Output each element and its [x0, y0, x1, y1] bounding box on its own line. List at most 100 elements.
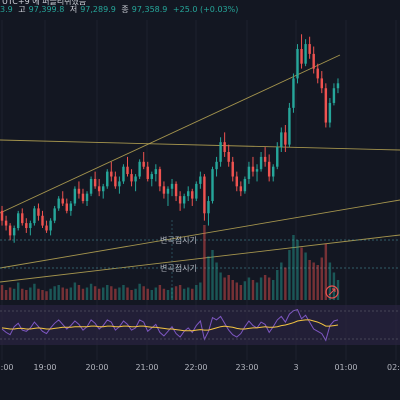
volume-bar: [203, 225, 206, 300]
candle: [235, 171, 238, 192]
volume-bar: [223, 277, 226, 300]
candle: [142, 151, 145, 170]
candle: [17, 210, 20, 231]
volume-bar: [284, 267, 287, 300]
volume-bar: [4, 290, 8, 300]
candle: [288, 102, 291, 148]
candle: [170, 178, 174, 197]
candle: [73, 186, 77, 206]
volume-bar: [154, 287, 158, 300]
candle: [203, 174, 206, 221]
candle: [130, 169, 133, 187]
candle: [4, 215, 8, 231]
volume-bar: [304, 252, 307, 300]
candle: [97, 178, 101, 197]
x-tick-label: 19:00: [33, 363, 56, 372]
volume-bar: [73, 282, 77, 300]
partial-open-value: 3.9: [0, 5, 13, 14]
volume-bar: [12, 288, 16, 300]
candle: [247, 161, 251, 184]
candle: [45, 220, 48, 233]
volume-bar: [316, 265, 319, 300]
volume-bar: [255, 282, 259, 300]
candle: [296, 44, 299, 84]
trendlines: [0, 54, 400, 283]
volume-bar: [243, 281, 247, 300]
alert-icon[interactable]: [325, 285, 339, 299]
candle: [187, 186, 190, 202]
candle: [263, 147, 267, 167]
volume-bar: [134, 288, 137, 300]
candle: [102, 183, 105, 199]
volume-bar: [251, 280, 255, 300]
candle: [106, 169, 109, 189]
rsi-ma-line: [1, 319, 339, 332]
volume-bars: [0, 225, 340, 300]
volume-bar: [0, 285, 4, 300]
trendline-2: [0, 199, 400, 269]
candle: [114, 171, 117, 189]
candle: [37, 203, 40, 221]
candle: [243, 176, 247, 194]
rsi-band: [0, 305, 400, 345]
volume-bar: [199, 282, 202, 300]
candle: [211, 166, 214, 204]
close-value: 97,358.9: [131, 5, 168, 14]
candle: [122, 164, 125, 184]
candle: [312, 46, 315, 74]
candle: [81, 188, 85, 204]
volume-bar: [142, 286, 145, 300]
volume-bar: [272, 280, 275, 300]
volume-bar: [41, 290, 44, 300]
candle: [259, 151, 263, 172]
candle: [41, 210, 44, 229]
alert-marker[interactable]: [325, 285, 339, 299]
volume-bar: [25, 290, 28, 300]
candle: [110, 161, 113, 182]
candle: [227, 144, 230, 167]
volume-bar: [33, 283, 36, 300]
candle: [255, 164, 259, 182]
high-label: 고: [18, 5, 26, 14]
volume-bar: [215, 262, 218, 300]
volume-bar: [45, 291, 48, 300]
grid-lines: [1, 20, 397, 360]
candle: [219, 137, 222, 167]
volume-bar: [182, 288, 186, 300]
volume-bar: [146, 288, 149, 300]
candle: [134, 174, 137, 192]
x-tick-label: 21:00: [135, 363, 158, 372]
volume-bar: [207, 256, 210, 300]
trendline-1: [0, 139, 400, 151]
x-tick-label: 02:0: [387, 363, 400, 372]
volume-bar: [162, 288, 166, 300]
volume-bar: [158, 285, 162, 300]
volume-bar: [126, 287, 129, 300]
candle: [29, 220, 32, 236]
volume-bar: [288, 250, 291, 300]
volume-bar: [280, 262, 283, 300]
volume-bar: [191, 288, 194, 300]
candle: [267, 154, 271, 182]
candle: [336, 78, 340, 94]
volume-bar: [166, 290, 170, 300]
candle: [207, 196, 210, 226]
candle: [292, 73, 295, 113]
volume-bar: [292, 235, 295, 300]
candle: [199, 171, 202, 189]
volume-bar: [308, 260, 311, 300]
candle: [178, 191, 182, 211]
candle: [174, 181, 178, 202]
volume-bar: [122, 285, 125, 300]
candle: [166, 186, 170, 206]
candle: [304, 39, 307, 67]
candle: [191, 188, 194, 206]
x-tick-label: 01:00: [334, 363, 357, 372]
candle: [65, 198, 68, 214]
volume-bar: [187, 287, 190, 300]
candle: [284, 125, 287, 152]
volume-bar: [227, 275, 230, 300]
candle: [21, 208, 24, 226]
